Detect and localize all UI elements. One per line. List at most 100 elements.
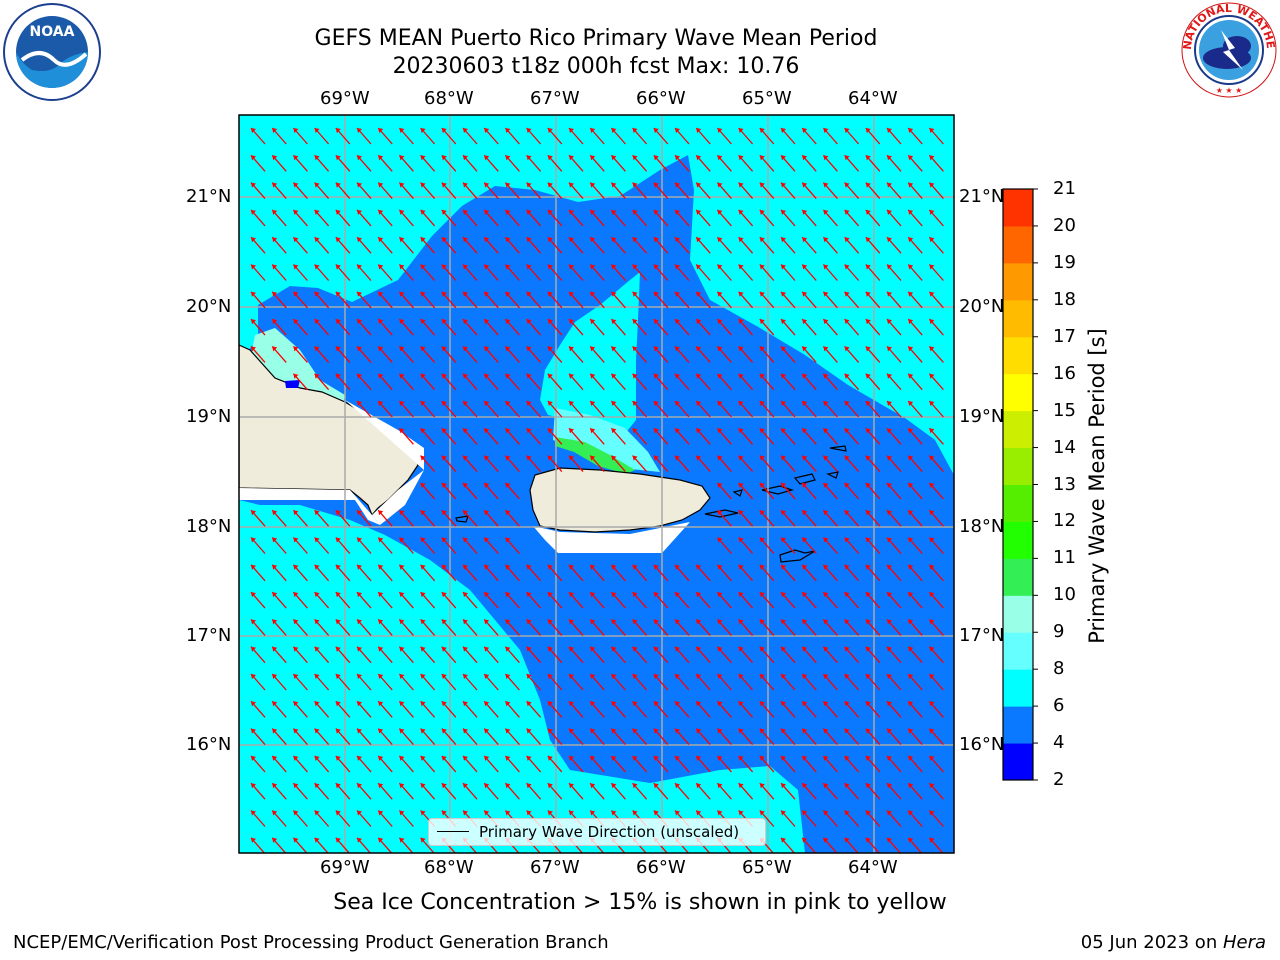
wave-arrow-head <box>696 810 702 816</box>
wave-arrow-head <box>675 646 680 652</box>
wave-arrow-head <box>441 319 447 325</box>
wave-arrow-head <box>569 564 574 570</box>
wave-arrow-head <box>378 537 384 543</box>
wave-arrow-head <box>823 592 829 598</box>
wave-arrow-head <box>272 755 278 761</box>
wave-arrow-head <box>887 810 892 816</box>
wave-arrow-head <box>547 455 553 461</box>
wave-arrow-head <box>759 182 765 188</box>
wave-arrow-head <box>865 674 871 679</box>
wave-arrow-head <box>738 619 744 625</box>
wave-arrow-head <box>653 155 659 161</box>
wave-arrow-head <box>632 237 638 243</box>
wave-arrow-head <box>547 564 553 570</box>
wave-arrow-head <box>484 209 490 215</box>
wave-arrow-head <box>759 510 765 516</box>
wave-arrow-head <box>675 319 680 325</box>
wave-arrow-head <box>675 428 680 434</box>
wave-arrow-head <box>823 373 829 379</box>
wave-arrow-head <box>251 810 256 816</box>
wave-arrow-head <box>823 428 829 434</box>
wave-arrow-head <box>357 837 362 843</box>
wave-arrow-head <box>887 564 892 570</box>
wave-arrow-head <box>293 209 299 215</box>
wave-arrow-head <box>611 237 617 243</box>
wave-arrow-head <box>696 291 702 297</box>
chart-title: GEFS MEAN Puerto Rico Primary Wave Mean … <box>314 26 878 51</box>
wave-arrow-head <box>696 346 702 352</box>
wave-arrow-head <box>463 428 468 434</box>
wave-arrow-head <box>738 755 744 761</box>
wave-arrow-head <box>696 592 702 598</box>
wave-arrow-head <box>590 155 596 161</box>
wave-arrow-head <box>314 373 320 379</box>
wave-arrow-head <box>802 810 808 816</box>
wave-arrow-head <box>251 291 256 297</box>
wave-arrow-head <box>887 619 892 625</box>
wave-arrow-head <box>335 291 341 297</box>
wave-arrow-head <box>293 701 299 707</box>
wave-arrow-head <box>929 373 935 379</box>
wave-arrow-head <box>675 455 680 461</box>
wave-arrow-head <box>335 701 341 707</box>
wave-arrow-head <box>590 209 596 215</box>
wave-arrow-head <box>611 619 617 625</box>
wave-arrow-head <box>463 592 468 598</box>
wave-arrow-head <box>929 755 935 761</box>
wave-arrow-head <box>717 728 723 734</box>
wave-arrow-head <box>357 510 362 516</box>
wave-arrow-head <box>314 319 320 325</box>
wave-arrow-head <box>611 182 617 188</box>
wave-arrow-head <box>293 510 299 516</box>
wave-arrow-head <box>272 209 278 215</box>
wave-arrow-head <box>675 592 680 598</box>
lat-tick-right: 19°N <box>959 406 1005 427</box>
wave-arrow-head <box>272 155 278 161</box>
wave-arrow-head <box>632 128 638 133</box>
wave-arrow-head <box>738 482 744 488</box>
wave-arrow-head <box>357 537 362 543</box>
wave-arrow-head <box>463 783 468 789</box>
wave-arrow-head <box>929 837 935 843</box>
wave-arrow-head <box>357 291 362 297</box>
wave-arrow-head <box>781 537 786 543</box>
wave-arrow-head <box>738 237 744 243</box>
wave-arrow-head <box>696 128 702 133</box>
wave-arrow-head <box>314 237 320 243</box>
wave-arrow-head <box>844 319 850 325</box>
wave-arrow-head <box>420 291 426 297</box>
wave-arrow-head <box>653 428 659 434</box>
wave-arrow-head <box>251 346 256 352</box>
wave-arrow-head <box>357 783 362 789</box>
wave-arrow-head <box>781 482 786 488</box>
wave-arrow-head <box>441 237 447 243</box>
wave-arrow-head <box>738 155 744 161</box>
wave-arrow-head <box>484 428 490 434</box>
wave-arrow-head <box>484 646 490 652</box>
wave-arrow-head <box>887 182 892 188</box>
wave-arrow-head <box>781 182 786 188</box>
wave-arrow-head <box>293 619 299 625</box>
wave-arrow-head <box>378 564 384 570</box>
wave-arrow-head <box>314 291 320 297</box>
colorbar-tick-label: 9 <box>1053 621 1065 643</box>
wave-arrow-head <box>569 291 574 297</box>
footer-date-text: 05 Jun 2023 on <box>1080 932 1223 953</box>
wave-arrow-head <box>823 674 829 679</box>
wave-arrow-head <box>717 701 723 707</box>
wave-arrow-head <box>463 482 468 488</box>
wave-arrow-head <box>420 155 426 161</box>
wave-arrow-head <box>399 619 405 625</box>
wave-arrow-head <box>675 264 680 270</box>
wave-arrow-head <box>802 291 808 297</box>
colorbar-tick-label: 12 <box>1053 510 1076 532</box>
wave-arrow-head <box>844 373 850 379</box>
wave-arrow-head <box>887 319 892 325</box>
wave-arrow-head <box>844 482 850 488</box>
wave-arrow-head <box>420 755 426 761</box>
wave-arrow-head <box>675 237 680 243</box>
wave-arrow-head <box>484 510 490 516</box>
wave-arrow-head <box>781 455 786 461</box>
colorbar-tick-label: 4 <box>1053 732 1065 754</box>
wave-arrow-head <box>675 701 680 707</box>
